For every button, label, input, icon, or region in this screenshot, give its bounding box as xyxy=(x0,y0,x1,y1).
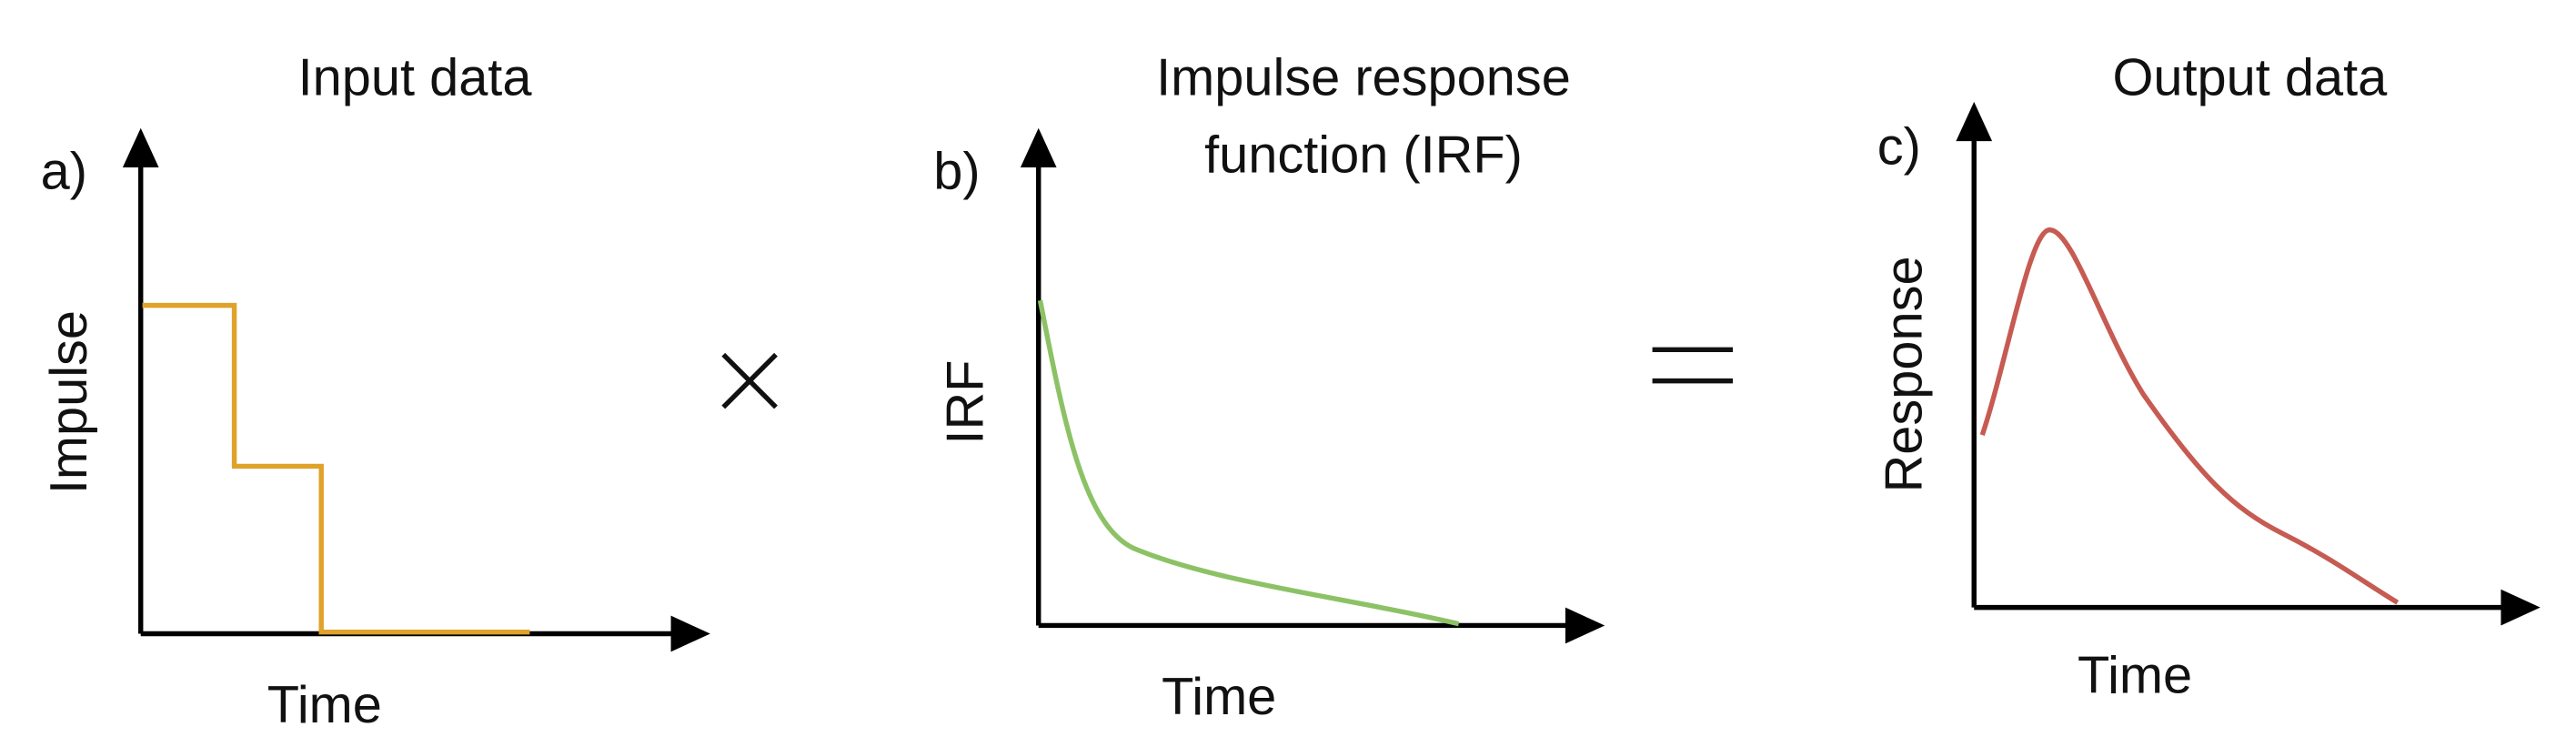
times-operator xyxy=(721,352,778,409)
panel-b: Impulse response function (IRF) b) IRF T… xyxy=(933,49,1605,726)
arrow-head xyxy=(1565,607,1605,644)
y-axis-label: IRF xyxy=(936,360,994,445)
arrow-head xyxy=(2501,589,2541,626)
arrow-head xyxy=(122,127,159,168)
arrow-head xyxy=(1020,127,1057,168)
panel-label: b) xyxy=(933,143,980,201)
response-curve xyxy=(1979,227,2400,605)
arrow-head xyxy=(670,615,710,652)
y-axis-label: Response xyxy=(1875,256,1933,492)
panel-label: c) xyxy=(1877,117,1921,176)
x-axis-label: Time xyxy=(2078,646,2192,704)
x-axis-label: Time xyxy=(1162,668,1276,726)
panel-title: Input data xyxy=(298,49,533,107)
panel-title: function (IRF) xyxy=(1204,126,1523,184)
arrow-head xyxy=(1956,101,1993,142)
axes xyxy=(1036,151,1582,629)
panel-label: a) xyxy=(41,143,87,201)
impulse-curve xyxy=(142,302,530,635)
x-axis-label: Time xyxy=(267,676,382,734)
axes xyxy=(138,151,688,637)
y-axis-label: Impulse xyxy=(40,310,98,494)
panel-a: Input data a) Impulse Time xyxy=(40,49,710,734)
equals-operator xyxy=(1652,347,1733,384)
panel-title: Output data xyxy=(2113,49,2389,107)
irf-curve xyxy=(1037,299,1460,627)
panel-c: Output data c) Response Time xyxy=(1875,49,2541,704)
axes xyxy=(1971,125,2518,611)
panel-title: Impulse response xyxy=(1156,49,1571,107)
